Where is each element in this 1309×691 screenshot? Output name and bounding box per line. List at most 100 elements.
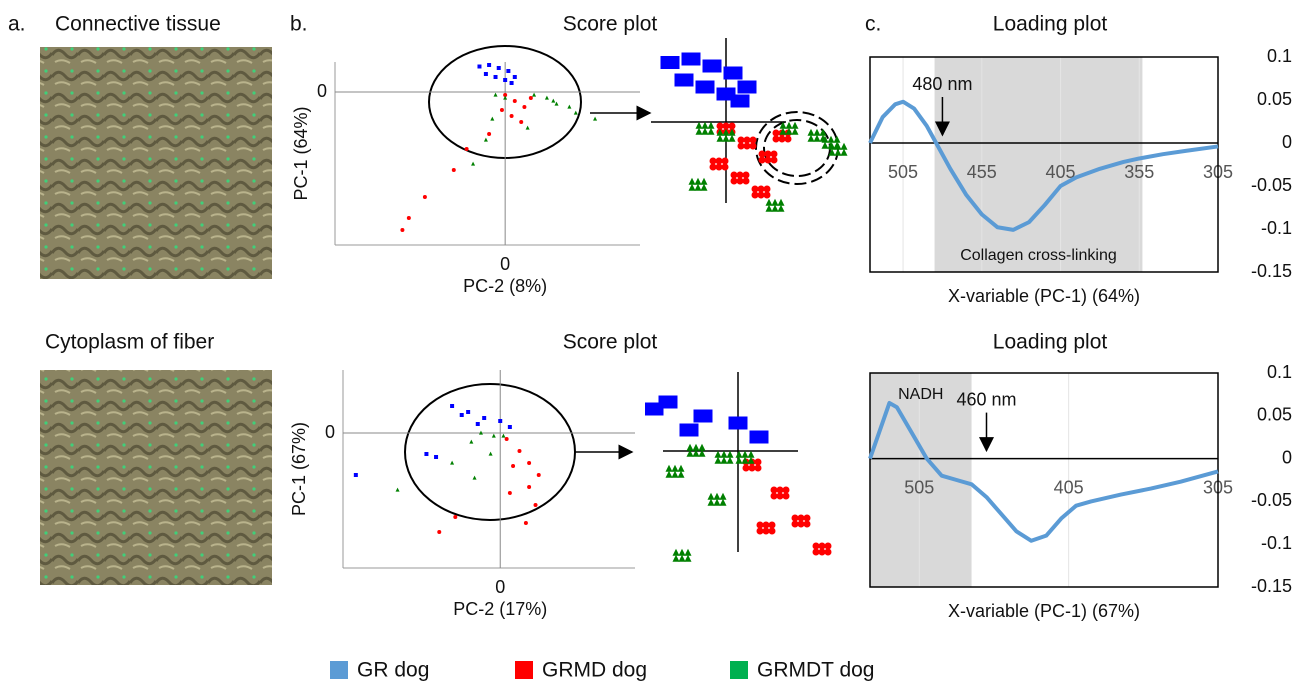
point	[695, 121, 703, 129]
point	[743, 80, 751, 88]
point	[813, 134, 821, 142]
point	[720, 450, 728, 458]
point	[742, 464, 750, 472]
point	[682, 214, 689, 221]
point	[722, 87, 730, 95]
point	[633, 255, 640, 262]
point	[705, 409, 713, 417]
point	[705, 415, 713, 423]
point	[714, 59, 722, 67]
point	[666, 56, 674, 63]
point	[701, 80, 709, 88]
point	[605, 298, 612, 305]
point	[519, 410, 526, 417]
point	[653, 289, 660, 296]
point	[707, 498, 715, 506]
point	[509, 81, 514, 85]
point	[740, 416, 748, 424]
point	[749, 86, 757, 94]
point	[792, 577, 799, 584]
point	[499, 444, 506, 451]
point	[804, 577, 811, 584]
point	[776, 486, 784, 494]
x-tick-label: 505	[904, 477, 934, 497]
point	[554, 361, 561, 368]
point	[656, 408, 664, 416]
y-tick-label: 0.1	[1267, 46, 1292, 66]
point	[478, 430, 483, 435]
annotation: 460 nm	[956, 389, 1016, 409]
point	[728, 134, 736, 142]
point	[722, 128, 730, 136]
point	[687, 233, 694, 240]
point	[701, 127, 709, 135]
chart-title: Score plot	[563, 13, 658, 36]
point	[913, 184, 920, 191]
point	[762, 521, 770, 529]
point	[857, 150, 864, 157]
point	[670, 395, 678, 403]
point	[688, 177, 696, 185]
point	[453, 515, 458, 519]
point	[501, 433, 506, 438]
point	[740, 422, 748, 430]
point	[776, 492, 784, 500]
point	[490, 116, 495, 121]
point	[702, 65, 710, 73]
point	[665, 464, 673, 472]
point	[488, 451, 493, 456]
x-tick-label: 455	[967, 162, 997, 182]
point	[735, 456, 743, 464]
point	[509, 114, 514, 118]
point	[353, 473, 358, 477]
point	[681, 233, 688, 240]
point	[742, 94, 750, 102]
point	[715, 163, 723, 171]
point	[925, 178, 932, 185]
point	[871, 164, 878, 171]
point	[636, 520, 643, 527]
x-tick-label: 355	[1124, 162, 1154, 182]
point	[834, 148, 842, 156]
x-tick-label: 405	[1046, 162, 1076, 182]
point	[857, 156, 864, 163]
point	[624, 514, 631, 521]
point	[693, 58, 701, 66]
loading-line	[868, 99, 1219, 232]
chart-title: Loading plot	[993, 331, 1108, 354]
point	[505, 444, 512, 451]
point	[422, 195, 427, 199]
point	[695, 86, 703, 94]
point	[737, 142, 745, 150]
point	[477, 64, 482, 69]
point	[812, 548, 820, 556]
point	[670, 401, 678, 409]
point	[469, 439, 474, 444]
point	[660, 62, 668, 69]
point	[828, 148, 836, 156]
point	[716, 134, 724, 142]
point	[754, 464, 762, 472]
point	[743, 136, 751, 144]
point	[785, 127, 793, 135]
point	[420, 543, 427, 550]
point	[723, 72, 731, 80]
point	[798, 577, 805, 584]
point	[707, 127, 715, 135]
micrograph	[40, 370, 272, 585]
point	[742, 171, 750, 179]
point	[728, 122, 736, 130]
point	[482, 416, 487, 420]
point	[754, 458, 762, 466]
point	[824, 542, 832, 550]
point	[631, 641, 638, 648]
zoom-inset	[420, 372, 832, 648]
loading-line	[868, 400, 1219, 543]
chart-title: Loading plot	[993, 13, 1108, 36]
point	[568, 500, 575, 507]
point	[694, 214, 701, 221]
point	[741, 456, 749, 464]
point	[708, 59, 716, 67]
point	[674, 73, 682, 81]
point	[777, 204, 785, 212]
